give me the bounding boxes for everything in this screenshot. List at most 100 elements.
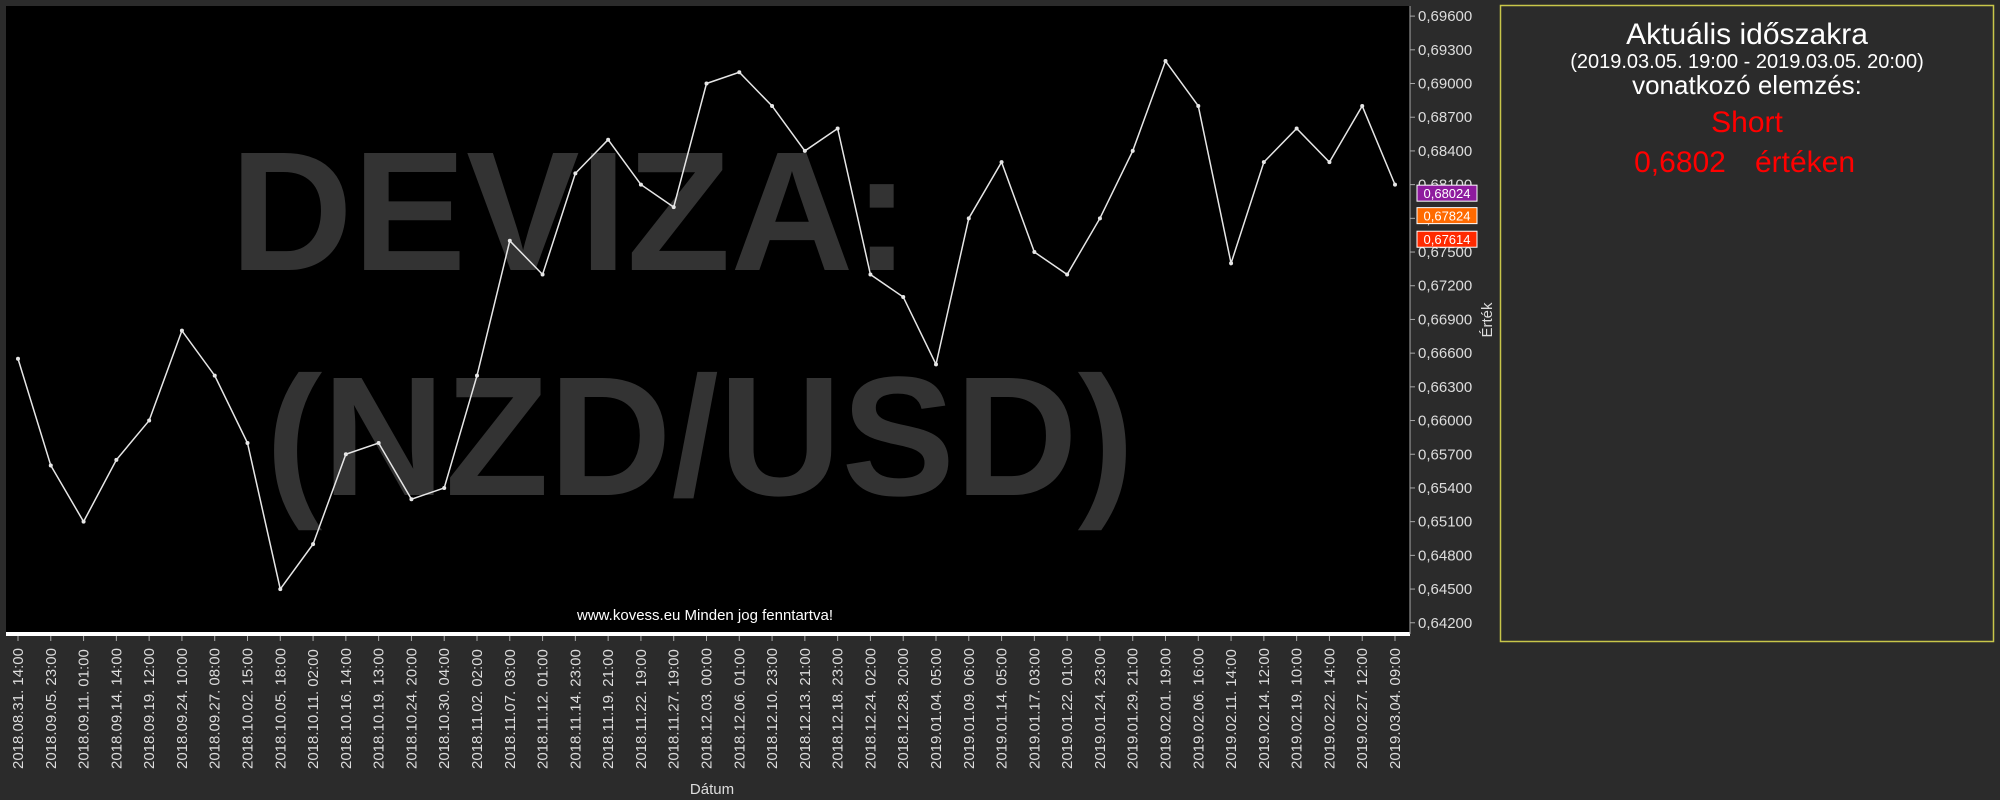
x-tick-label: 2018.09.24. 10:00 xyxy=(174,648,191,769)
price-point xyxy=(868,272,873,277)
price-point xyxy=(1327,160,1332,165)
x-tick-label: 2018.12.03. 00:00 xyxy=(699,648,716,769)
x-tick-label: 2018.11.07. 03:00 xyxy=(502,649,519,769)
price-point xyxy=(835,126,840,131)
x-tick-label: 2019.02.14. 12:00 xyxy=(1256,648,1273,769)
price-point xyxy=(704,81,709,86)
price-point xyxy=(1229,261,1234,266)
price-marker xyxy=(1416,207,1478,225)
x-tick-label: 2018.12.10. 23:00 xyxy=(764,648,781,769)
price-marker-label: 0,67614 xyxy=(1424,232,1471,247)
x-tick-label: 2018.12.24. 02:00 xyxy=(862,648,879,769)
price-point xyxy=(16,356,20,361)
price-point xyxy=(179,328,184,333)
x-tick-label: 2019.02.27. 12:00 xyxy=(1354,648,1371,769)
y-tick-label: 0,67500 xyxy=(1418,244,1472,261)
y-tick-label: 0,66900 xyxy=(1418,311,1472,328)
y-tick-label: 0,65100 xyxy=(1418,514,1472,531)
x-tick-label: 2018.10.19. 13:00 xyxy=(371,648,388,769)
x-tick-label: 2019.02.11. 14:00 xyxy=(1223,649,1240,769)
y-tick-label: 0,69300 xyxy=(1418,42,1472,59)
footer: www.kovess.eu Minden jog fenntartva! xyxy=(576,607,833,624)
price-point xyxy=(606,137,611,142)
price-point xyxy=(343,452,348,457)
x-tick-label: 2019.01.14. 05:00 xyxy=(994,648,1011,769)
y-tick-label: 0,67200 xyxy=(1418,278,1472,295)
y-tick-label: 0,66300 xyxy=(1418,379,1472,396)
x-tick-label: 2019.02.01. 19:00 xyxy=(1158,648,1175,769)
price-point xyxy=(802,148,807,153)
x-tick-label: 2018.12.28. 20:00 xyxy=(895,648,912,769)
x-tick-label: 2018.10.24. 20:00 xyxy=(403,648,420,769)
y-tick-label: 0,69000 xyxy=(1418,76,1472,93)
price-point xyxy=(1130,148,1135,153)
panel-price: 0,6802 xyxy=(1634,146,1726,179)
price-point xyxy=(671,205,676,210)
x-tick-label: 2018.10.05. 18:00 xyxy=(272,648,289,769)
price-point xyxy=(540,272,545,277)
panel-subtitle: vonatkozó elemzés: xyxy=(1632,70,1862,100)
x-tick-label: 2018.09.14. 14:00 xyxy=(108,648,125,769)
y-tick-label: 0,65700 xyxy=(1418,446,1472,463)
panel-period: (2019.03.05. 19:00 - 2019.03.05. 20:00) xyxy=(1570,51,1924,73)
y-tick-label: 0,65400 xyxy=(1418,480,1472,497)
x-tick-label: 2019.03.04. 09:00 xyxy=(1387,648,1404,769)
x-tick-label: 2018.09.27. 08:00 xyxy=(207,648,224,769)
x-tick-label: 2019.02.22. 14:00 xyxy=(1321,648,1338,769)
x-tick-label: 2018.12.06. 01:00 xyxy=(731,648,748,769)
price-point xyxy=(901,294,906,299)
watermark: (NZD/USD) xyxy=(266,342,1135,532)
watermark: DEVIZA: xyxy=(230,117,910,307)
y-tick-label: 0,66600 xyxy=(1418,345,1472,362)
price-point xyxy=(1294,126,1299,131)
y-axis-title: Érték xyxy=(1479,302,1496,338)
price-point xyxy=(245,441,250,446)
x-tick-label: 2018.11.19. 21:00 xyxy=(600,649,617,769)
price-point xyxy=(966,216,971,221)
price-point xyxy=(81,519,86,524)
price-point xyxy=(114,457,119,462)
price-point xyxy=(212,373,217,378)
x-tick-label: 2018.12.18. 23:00 xyxy=(830,648,847,769)
price-point xyxy=(737,70,742,75)
price-point xyxy=(1261,160,1266,165)
x-tick-label: 2018.09.05. 23:00 xyxy=(43,648,60,769)
x-tick-label: 2018.08.31. 14:00 xyxy=(10,648,27,769)
plot-area xyxy=(6,6,1410,634)
x-tick-label: 2018.12.13. 21:00 xyxy=(797,648,814,769)
x-tick-label: 2019.01.09. 06:00 xyxy=(961,648,978,769)
price-point xyxy=(376,441,381,446)
x-tick-label: 2018.10.02. 15:00 xyxy=(240,648,257,769)
x-tick-label: 2019.02.06. 16:00 xyxy=(1190,648,1207,769)
panel-signal: Short xyxy=(1711,106,1783,139)
price-point xyxy=(1097,216,1102,221)
price-point xyxy=(1196,103,1201,108)
x-tick-label: 2019.01.24. 23:00 xyxy=(1092,648,1109,769)
price-point xyxy=(1360,103,1365,108)
price-point xyxy=(409,497,414,502)
price-point xyxy=(48,463,53,468)
price-point xyxy=(573,171,578,176)
x-tick-label: 2019.02.19. 10:00 xyxy=(1289,648,1306,769)
x-tick-label: 2019.01.04. 05:00 xyxy=(928,648,945,769)
price-point xyxy=(934,362,938,367)
price-marker xyxy=(1416,230,1478,248)
panel-price-suffix: értéken xyxy=(1755,146,1855,179)
x-tick-label: 2018.10.16. 14:00 xyxy=(338,648,355,769)
price-point xyxy=(1065,272,1070,277)
price-marker-label: 0,67824 xyxy=(1424,209,1471,224)
price-point xyxy=(507,238,512,243)
analysis-panel xyxy=(1499,4,1995,643)
y-tick-label: 0,68700 xyxy=(1418,109,1472,126)
x-tick-label: 2018.11.12. 01:00 xyxy=(535,649,552,769)
y-tick-label: 0,64200 xyxy=(1418,615,1472,632)
x-tick-label: 2018.11.02. 02:00 xyxy=(469,649,486,769)
y-tick-label: 0,69600 xyxy=(1418,8,1472,25)
y-tick-label: 0,68400 xyxy=(1418,143,1472,160)
price-point xyxy=(442,485,447,490)
x-tick-label: 2018.10.30. 04:00 xyxy=(436,648,453,769)
price-point xyxy=(475,373,479,378)
price-point xyxy=(1393,182,1397,187)
x-tick-label: 2018.09.11. 01:00 xyxy=(76,649,93,769)
